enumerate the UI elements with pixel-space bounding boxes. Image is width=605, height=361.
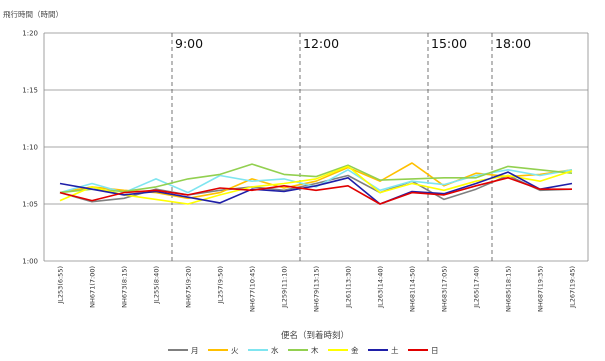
y-tick-label: 1:15: [22, 87, 38, 95]
x-tick-label: NH675(9:20): [185, 266, 193, 308]
x-tick-label: JL259(11:10): [281, 266, 289, 309]
series-lines: [59, 162, 573, 205]
series-line-3: [59, 163, 573, 194]
y-tick-label: 1:20: [22, 30, 38, 38]
legend-label: 土: [391, 345, 399, 355]
x-tick-label: JL257(9:50): [217, 266, 225, 305]
legend: 月火水木金土日: [168, 345, 439, 355]
x-tick-label: JL265(17:40): [473, 266, 481, 309]
legend-label: 水: [271, 345, 279, 355]
x-tick-labels: JL253(6:55) NH671(7:00) NH673(8:15) JL255(8…: [57, 266, 577, 312]
y-tick-label: 1:10: [22, 144, 38, 152]
x-tick-label: NH671(7:00): [89, 266, 97, 308]
y-tick-label: 1:05: [22, 201, 38, 209]
legend-label: 木: [311, 345, 319, 355]
legend-label: 火: [231, 346, 239, 355]
time-annotation-label: 15:00: [431, 36, 467, 51]
x-axis-label: 便名（到着時刻）: [281, 330, 349, 341]
time-annotations: 9:00 12:00 15:00 18:00: [171, 33, 531, 261]
gridlines: [43, 32, 589, 262]
x-tick-label: NH679(13:15): [313, 266, 321, 312]
x-tick-label: JL261(13:30): [345, 266, 353, 309]
x-tick-label: NH673(8:15): [121, 266, 129, 308]
series-line-6: [59, 177, 572, 205]
time-annotation-label: 9:00: [175, 36, 203, 51]
x-tick-label: NH685(18:15): [505, 266, 513, 312]
y-tick-labels: 1:00 1:05 1:10 1:15 1:20: [22, 30, 38, 266]
x-tick-label: NH683(17:05): [441, 266, 449, 312]
y-axis-label: 飛行時間（時間）: [3, 9, 63, 19]
time-annotation-label: 12:00: [303, 36, 339, 51]
x-tick-label: JL263(14:40): [377, 266, 385, 309]
series-line-5: [59, 171, 573, 205]
x-tick-label: NH687(19:35): [537, 266, 545, 312]
x-tick-label: JL253(6:55): [57, 266, 65, 305]
legend-label: 日: [431, 346, 439, 355]
legend-label: 金: [351, 345, 359, 355]
x-tick-label: JL255(8:40): [153, 266, 161, 305]
legend-label: 月: [191, 346, 199, 355]
x-tick-label: NH681(14:50): [409, 266, 417, 312]
x-tick-label: JL267(19:45): [569, 266, 577, 309]
y-tick-label: 1:00: [22, 258, 38, 266]
time-annotation-label: 18:00: [495, 36, 531, 51]
x-tick-label: NH677(10:45): [249, 266, 257, 312]
